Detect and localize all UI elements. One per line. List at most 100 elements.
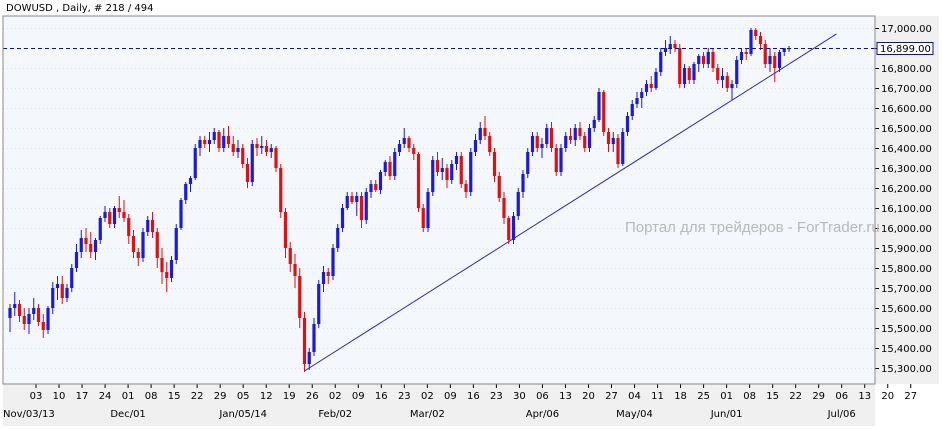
candle-body xyxy=(355,196,359,202)
x-month-label: May/04 xyxy=(616,409,653,420)
x-tick-label: 01 xyxy=(720,391,733,402)
y-tick-label: 15,600.00 xyxy=(881,304,932,315)
x-tick-label: 20 xyxy=(881,391,894,402)
candle-body xyxy=(55,284,60,288)
y-tick-label: 16,200.00 xyxy=(881,184,932,195)
candle-body xyxy=(578,128,582,136)
x-month-label: Jun/01 xyxy=(710,409,743,420)
candle-body xyxy=(554,148,558,172)
y-tick-label: 16,800.00 xyxy=(881,64,932,75)
candle-body xyxy=(70,268,74,288)
candle-body xyxy=(630,104,634,116)
candle-body xyxy=(511,216,516,240)
candle-body xyxy=(668,44,672,48)
candle-body xyxy=(663,48,668,52)
candle-body xyxy=(625,116,630,132)
candle-body xyxy=(687,68,691,80)
candle-body xyxy=(231,144,235,152)
x-tick-label: 03 xyxy=(30,391,43,402)
candle-body xyxy=(27,314,31,324)
candle-body xyxy=(51,288,55,308)
candle-body xyxy=(530,136,535,152)
candle-body xyxy=(288,248,292,264)
candle-body xyxy=(407,138,411,148)
y-tick-label: 16,000.00 xyxy=(881,224,932,235)
candle-body xyxy=(127,218,131,236)
candle-body xyxy=(758,36,763,44)
x-tick-label: 25 xyxy=(697,391,710,402)
x-tick-label: 22 xyxy=(191,391,204,402)
candle-body xyxy=(640,92,644,98)
candle-body xyxy=(416,154,421,208)
x-tick-label: 08 xyxy=(145,391,158,402)
candle-body xyxy=(564,136,568,148)
candle-body xyxy=(131,236,136,252)
y-tick-label: 16,700.00 xyxy=(881,84,932,95)
candle-body xyxy=(250,144,254,182)
candle-body xyxy=(621,132,625,164)
x-month-label: Jul/06 xyxy=(827,409,856,420)
candle-body xyxy=(440,168,444,172)
candle-body xyxy=(768,56,772,64)
candle-body xyxy=(98,218,102,240)
candle-body xyxy=(426,192,430,228)
x-month-label: Nov/03/13 xyxy=(3,409,55,420)
candle-body xyxy=(260,146,264,148)
candle-body xyxy=(312,324,316,352)
candle-body xyxy=(773,56,777,68)
candle-body xyxy=(245,164,250,182)
candle-body xyxy=(89,244,93,252)
candle-body xyxy=(644,84,649,92)
time-axis-panel xyxy=(3,384,875,426)
x-tick-label: 18 xyxy=(674,391,687,402)
candle-body xyxy=(744,52,748,54)
candle-body xyxy=(763,44,767,64)
candle-body xyxy=(345,196,349,208)
watermark: Портал для трейдеров - ForTrader.ru xyxy=(625,219,880,236)
candle-body xyxy=(435,160,440,172)
x-tick-label: 15 xyxy=(766,391,779,402)
candle-body xyxy=(279,168,283,212)
y-tick-label: 16,500.00 xyxy=(881,124,932,135)
candles xyxy=(8,28,791,372)
y-tick-label: 16,400.00 xyxy=(881,144,932,155)
candle-body xyxy=(146,220,150,232)
candle-body xyxy=(207,140,212,144)
candle-body xyxy=(188,178,193,184)
candle-body xyxy=(602,92,606,132)
trendline xyxy=(304,33,837,372)
x-month-label: Mar/02 xyxy=(410,409,445,420)
candle-body xyxy=(36,308,41,322)
candle-body xyxy=(155,232,159,258)
candle-body xyxy=(8,308,12,318)
candle-body xyxy=(706,52,710,64)
candle-body xyxy=(293,264,297,276)
candle-body xyxy=(540,144,544,148)
x-tick-label: 01 xyxy=(122,391,135,402)
candle-body xyxy=(782,48,786,52)
x-tick-label: 11 xyxy=(651,391,664,402)
y-tick-label: 15,300.00 xyxy=(881,364,932,375)
y-tick-label: 15,900.00 xyxy=(881,244,932,255)
candle-body xyxy=(302,318,307,364)
candle-body xyxy=(469,152,473,192)
candle-body xyxy=(559,148,563,172)
candle-body xyxy=(184,184,188,200)
current-price-tag xyxy=(876,42,934,55)
candle-body xyxy=(103,212,107,218)
candle-body xyxy=(749,30,753,54)
price-axis-panel xyxy=(875,16,939,384)
candle-body xyxy=(22,316,26,324)
candle-body xyxy=(483,128,487,136)
candle-body xyxy=(84,238,88,244)
candle-body xyxy=(112,208,117,224)
x-tick-label: 23 xyxy=(398,391,411,402)
candle-body xyxy=(160,258,164,272)
candle-body xyxy=(383,162,387,172)
candle-body xyxy=(374,184,378,190)
candle-body xyxy=(241,148,245,164)
candle-body xyxy=(730,84,734,88)
candle-body xyxy=(412,148,416,154)
x-tick-label: 16 xyxy=(467,391,480,402)
